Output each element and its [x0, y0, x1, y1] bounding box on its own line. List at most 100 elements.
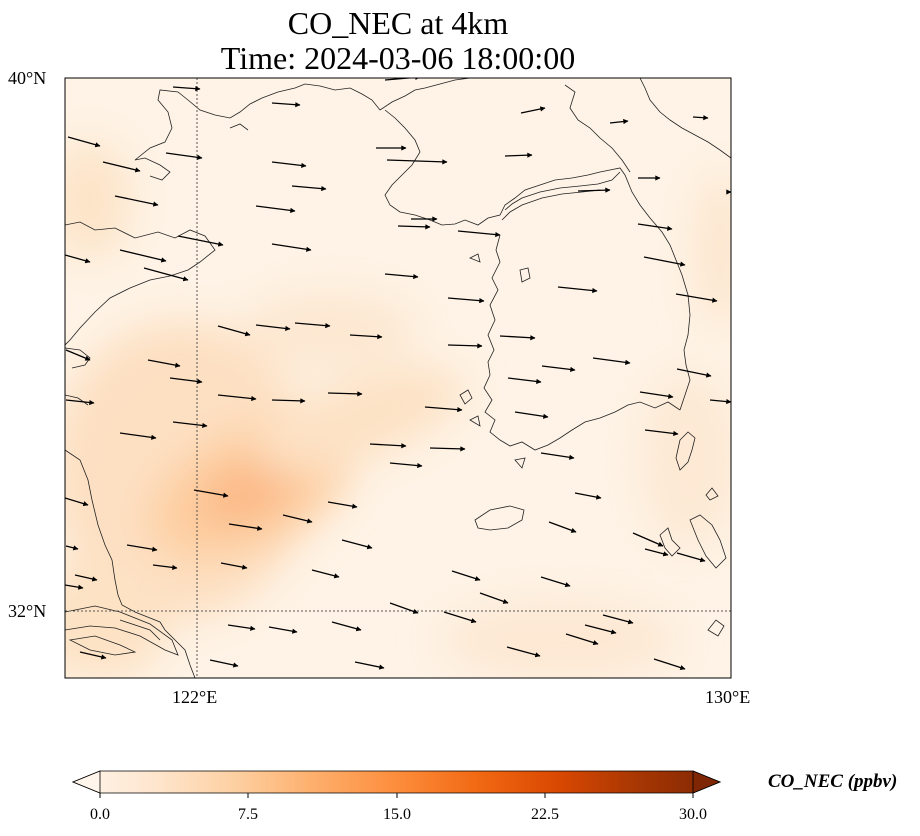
wind-arrow	[143, 267, 189, 282]
wind-arrow	[79, 651, 107, 660]
wind-arrow	[676, 552, 706, 563]
wind-arrow	[451, 570, 481, 582]
lon-label-130e: 130°E	[705, 687, 751, 707]
wind-arrow	[386, 159, 448, 165]
wind-arrow	[499, 335, 536, 341]
wind-arrow	[389, 462, 423, 469]
wind-arrow	[592, 357, 631, 365]
wind-arrow	[676, 368, 712, 378]
coastlines	[65, 78, 731, 678]
colorbar-extend-low	[71, 770, 101, 794]
wind-arrow	[609, 118, 629, 125]
wind-arrow	[102, 161, 141, 173]
wind-arrow	[169, 377, 203, 384]
wind-arrow	[228, 523, 263, 531]
wind-arrow	[692, 115, 709, 121]
wind-arrow	[369, 443, 407, 449]
wind-arrow	[271, 243, 312, 252]
wind-arrow	[644, 429, 679, 437]
wind-arrow	[114, 195, 159, 207]
colorbar-tick: 15.0	[383, 806, 411, 823]
wind-vectors	[65, 78, 731, 671]
colorbar-strip	[71, 770, 722, 794]
wind-arrow	[65, 399, 95, 406]
wind-arrow	[384, 273, 419, 280]
colorbar	[71, 770, 722, 798]
wind-arrow	[584, 624, 617, 635]
wind-arrow	[506, 646, 541, 658]
map-frame	[64, 77, 732, 679]
wind-arrow	[65, 497, 89, 507]
wind-arrow	[147, 359, 181, 368]
wind-arrow	[152, 564, 178, 570]
wind-arrow	[507, 377, 542, 385]
wind-arrow	[443, 611, 477, 624]
wind-arrow	[447, 343, 483, 349]
wind-arrow	[540, 576, 571, 588]
map-subtitle-time: Time: 2024-03-06 18:00:00	[220, 40, 576, 76]
wind-arrow	[327, 501, 358, 509]
wind-arrow	[637, 223, 673, 231]
wind-arrow	[479, 592, 509, 604]
wind-arrow	[65, 254, 91, 264]
wind-arrow	[282, 514, 313, 524]
colorbar-tick: 22.5	[531, 806, 559, 823]
wind-arrow	[577, 187, 611, 193]
colorbar-tick: 7.5	[238, 806, 258, 823]
lat-label-40n: 40°N	[8, 68, 47, 88]
wind-arrow	[447, 297, 485, 304]
wind-arrow	[643, 256, 686, 267]
wind-arrow	[341, 539, 373, 550]
wind-arrow	[220, 562, 248, 570]
wind-arrow	[271, 102, 301, 108]
wind-arrow	[504, 152, 533, 158]
colorbar-label: CO_NEC (ppbv)	[768, 771, 898, 792]
wind-arrow	[514, 411, 549, 419]
wind-arrow	[520, 106, 546, 114]
wind-arrow	[327, 391, 363, 397]
gridlines	[65, 78, 731, 678]
wind-arrow	[557, 286, 598, 294]
wind-arrow	[255, 324, 291, 332]
wind-arrow	[172, 421, 208, 429]
wind-arrow	[540, 452, 575, 460]
wind-arrow	[217, 325, 251, 337]
wind-arrow	[397, 224, 431, 230]
wind-arrow	[541, 365, 576, 373]
wind-arrow	[653, 658, 686, 671]
colorbar-extend-high	[692, 770, 722, 794]
wind-arrow	[65, 349, 91, 361]
wind-arrow	[331, 621, 362, 632]
wind-arrow	[354, 661, 385, 670]
wind-arrow	[209, 659, 239, 668]
wind-arrow	[548, 521, 577, 533]
wind-arrow	[632, 532, 664, 547]
wind-arrow	[271, 398, 306, 404]
wind-arrow	[126, 544, 158, 552]
wind-arrow	[165, 152, 203, 160]
wind-arrow	[177, 235, 224, 247]
wind-arrow	[294, 322, 331, 329]
wind-arrow	[65, 584, 84, 590]
wind-arrow	[602, 614, 634, 625]
colorbar-tick: 30.0	[679, 806, 707, 823]
wind-arrow	[172, 86, 201, 92]
wind-arrow	[644, 548, 669, 557]
lat-label-32n: 32°N	[8, 601, 47, 621]
wind-arrow	[74, 574, 98, 582]
concentration-field	[65, 78, 731, 678]
wind-arrow	[67, 136, 101, 148]
wind-arrow	[271, 161, 307, 169]
lon-label-122e: 122°E	[172, 687, 218, 707]
wind-arrow	[311, 569, 340, 579]
colorbar-tick: 0.0	[90, 806, 110, 823]
wind-arrow	[565, 633, 599, 646]
wind-arrow	[65, 545, 79, 551]
wind-arrow	[193, 489, 229, 498]
wind-arrow	[675, 293, 718, 303]
wind-arrow	[217, 394, 257, 402]
wind-arrow	[268, 626, 298, 634]
wind-arrow	[119, 432, 157, 440]
wind-arrow	[291, 185, 327, 192]
